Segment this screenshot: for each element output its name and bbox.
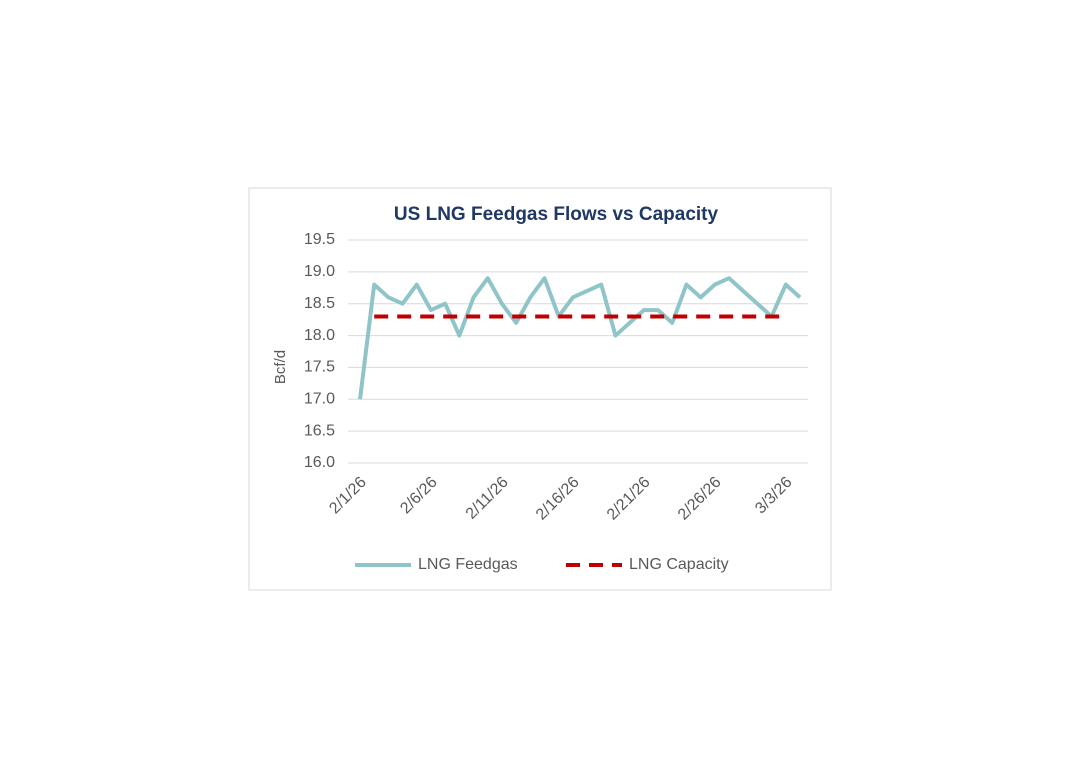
y-tick-label: 19.0 <box>304 263 335 280</box>
y-axis-label: Bcf/d <box>272 350 289 384</box>
legend-label: LNG Capacity <box>629 556 729 573</box>
y-tick-label: 19.5 <box>304 231 335 248</box>
y-tick-label: 16.5 <box>304 422 335 439</box>
y-tick-label: 18.5 <box>304 295 335 312</box>
y-tick-label: 18.0 <box>304 327 335 344</box>
chart-title: US LNG Feedgas Flows vs Capacity <box>394 204 719 225</box>
data-line <box>358 276 802 400</box>
legend-label: LNG Feedgas <box>418 556 518 573</box>
y-tick-label: 17.5 <box>304 359 335 376</box>
y-tick-label: 17.0 <box>304 391 335 408</box>
chart-frame <box>248 187 832 591</box>
y-tick-label: 16.0 <box>304 454 335 471</box>
